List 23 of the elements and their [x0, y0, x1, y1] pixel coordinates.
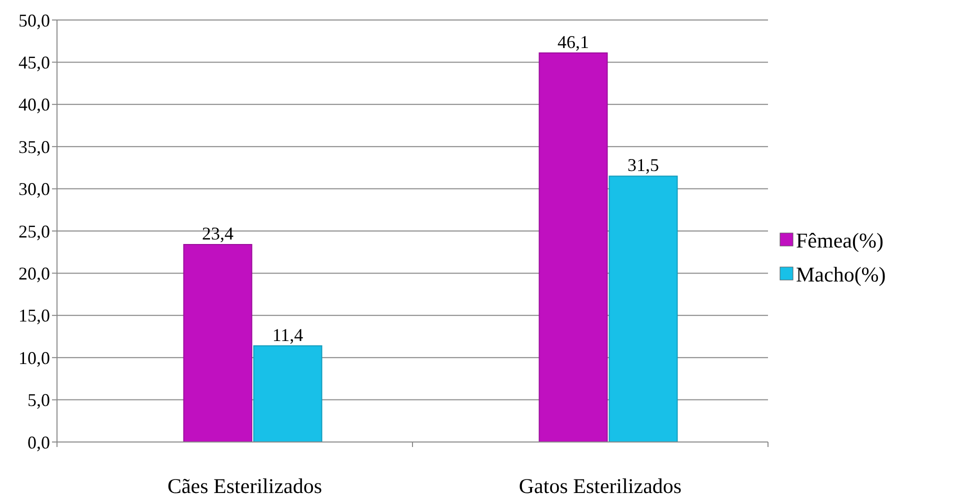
y-tick-label: 40,0 — [18, 94, 50, 115]
y-tick-label: 25,0 — [18, 221, 50, 242]
bar — [608, 176, 678, 442]
y-tick-label: 10,0 — [18, 348, 50, 368]
bar — [253, 345, 322, 442]
y-tick-label: 5,0 — [28, 390, 50, 410]
bar — [538, 52, 608, 442]
y-tick-label: 45,0 — [18, 52, 50, 72]
y-tick-label: 15,0 — [18, 306, 50, 326]
data-label: 23,4 — [202, 224, 234, 244]
data-label: 31,5 — [628, 155, 659, 176]
legend-label: Fêmea(%) — [796, 228, 884, 252]
x-tick-label: Cães Esterilizados — [167, 474, 322, 498]
y-tick-label: 50,0 — [18, 10, 50, 30]
y-tick-label: 20,0 — [18, 264, 50, 284]
legend-label: Macho(%) — [796, 262, 886, 286]
data-label: 46,1 — [558, 32, 589, 52]
x-tick-label: Gatos Esterilizados — [518, 474, 682, 498]
data-label: 11,4 — [272, 324, 304, 345]
y-tick-label: 0,0 — [28, 432, 50, 452]
y-tick-label: 35,0 — [18, 136, 50, 157]
bar — [183, 244, 252, 442]
y-tick-label: 30,0 — [18, 179, 50, 200]
